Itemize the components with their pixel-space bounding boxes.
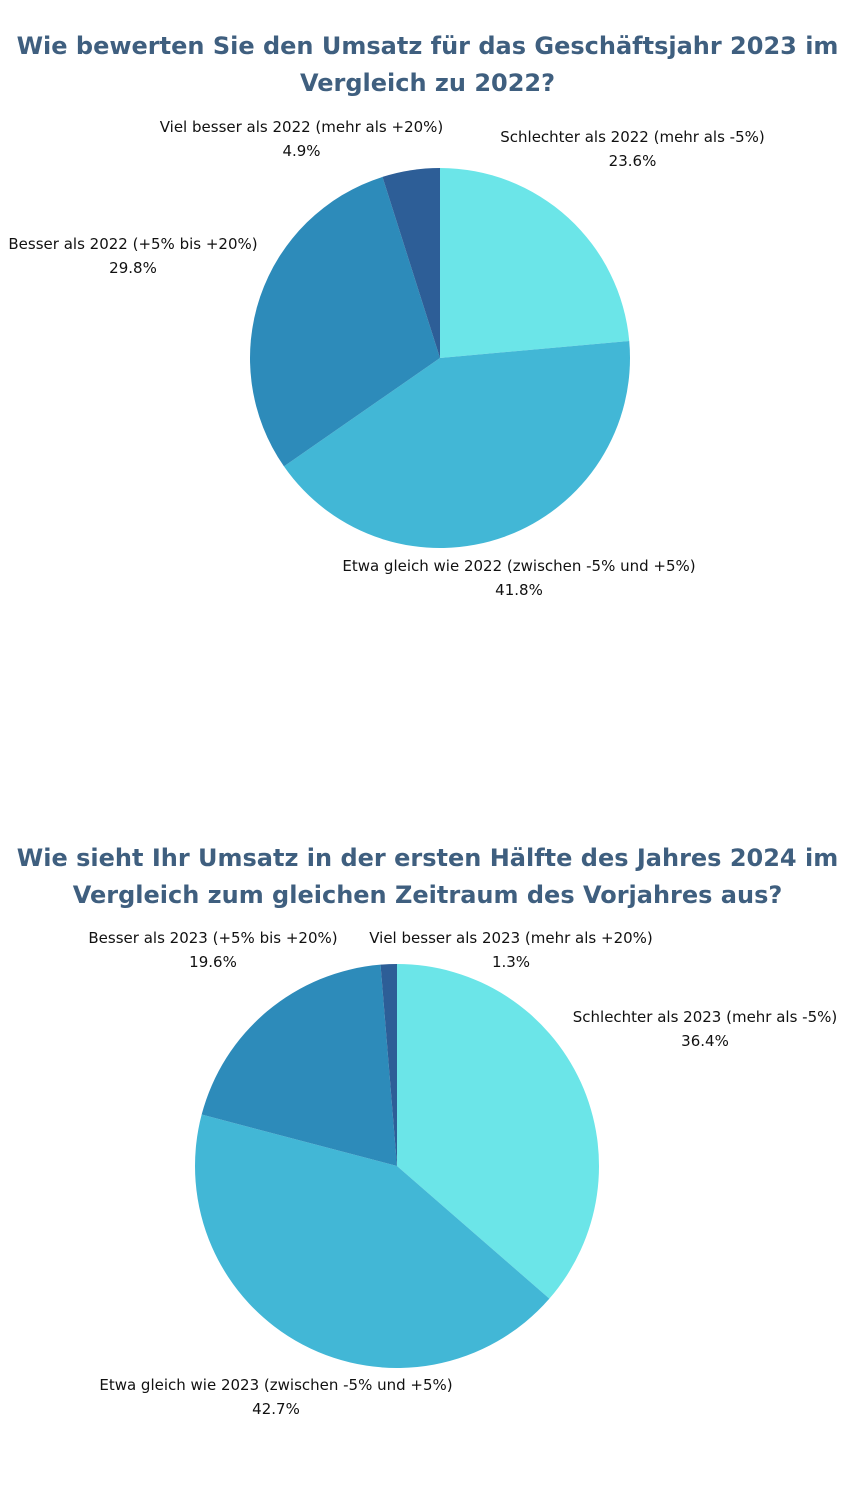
chart-title: Wie bewerten Sie den Umsatz für das Gesc… [16,32,839,97]
pie-chart-svg [195,964,600,1368]
slice-label-category: Schlechter als 2023 (mehr als -5%) [572,1008,838,1026]
slice-label-category: Etwa gleich wie 2023 (zwischen -5% und +… [99,1376,453,1394]
pie-chart-2023-vs-2022: Wie bewerten Sie den Umsatz für das Gesc… [0,0,855,700]
slice-label-besser: Besser als 2023 (+5% bis +20%) 19.6% [88,926,338,974]
slice-label-viel-besser: Viel besser als 2022 (mehr als +20%) 4.9… [150,115,453,163]
pie-slice-besser [250,176,440,467]
slice-label-value: 23.6% [608,152,657,170]
slice-label-value: 42.7% [252,1400,300,1418]
pie-slice-viel-besser [382,168,440,358]
pie-slice-etwa-gleich [283,341,630,549]
slice-label-value: 4.9% [282,142,321,160]
slice-label-value: 36.4% [681,1032,729,1050]
slice-label-besser: Besser als 2022 (+5% bis +20%) 29.8% [4,232,262,280]
pie-slice-schlechter [397,964,600,1299]
pie-slice-etwa-gleich [195,1114,550,1368]
slice-label-etwa-gleich: Etwa gleich wie 2022 (zwischen -5% und +… [330,554,708,602]
slice-label-value: 19.6% [189,953,237,971]
slice-label-category: Viel besser als 2022 (mehr als +20%) [159,118,444,136]
slice-label-category: Viel besser als 2023 (mehr als +20%) [369,929,653,947]
slice-label-value: 41.8% [495,581,543,599]
slice-label-value: 29.8% [109,259,157,277]
slice-label-schlechter: Schlechter als 2023 (mehr als -5%) 36.4% [567,1005,843,1053]
pie-slice-besser [201,964,397,1166]
pie-chart-h1-2024-vs-2023: Wie sieht Ihr Umsatz in der ersten Hälft… [0,820,855,1480]
slice-label-etwa-gleich: Etwa gleich wie 2023 (zwischen -5% und +… [95,1373,457,1421]
slice-label-schlechter: Schlechter als 2022 (mehr als -5%) 23.6% [490,125,775,173]
slice-label-category: Etwa gleich wie 2022 (zwischen -5% und +… [342,557,696,575]
slice-label-category: Schlechter als 2022 (mehr als -5%) [500,128,765,146]
pie-slice-schlechter [440,168,630,358]
slice-label-viel-besser: Viel besser als 2023 (mehr als +20%) 1.3… [366,926,656,974]
slice-label-category: Besser als 2023 (+5% bis +20%) [88,929,338,947]
pie-slice-viel-besser [380,964,397,1166]
slice-label-value: 1.3% [491,953,531,971]
slice-label-category: Besser als 2022 (+5% bis +20%) [8,235,258,253]
pie-chart-svg [250,168,630,549]
chart-title: Wie sieht Ihr Umsatz in der ersten Hälft… [16,844,839,909]
